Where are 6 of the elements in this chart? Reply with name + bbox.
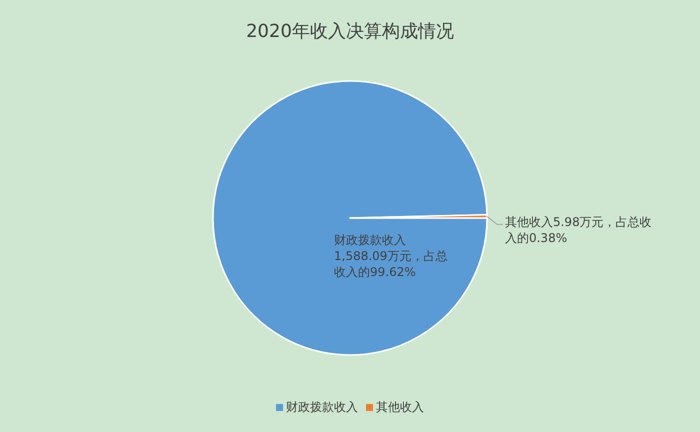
data-label: 其他收入5.98万元，占总收入的0.38% bbox=[504, 214, 653, 246]
pie-slice bbox=[212, 80, 488, 356]
data-label: 财政拨款收入1,588.09万元，占总收入的99.62% bbox=[334, 232, 448, 280]
chart-title: 2020年收入决算构成情况 bbox=[246, 21, 454, 42]
legend-label: 其他收入 bbox=[376, 400, 424, 414]
legend-label: 财政拨款收入 bbox=[286, 400, 358, 414]
